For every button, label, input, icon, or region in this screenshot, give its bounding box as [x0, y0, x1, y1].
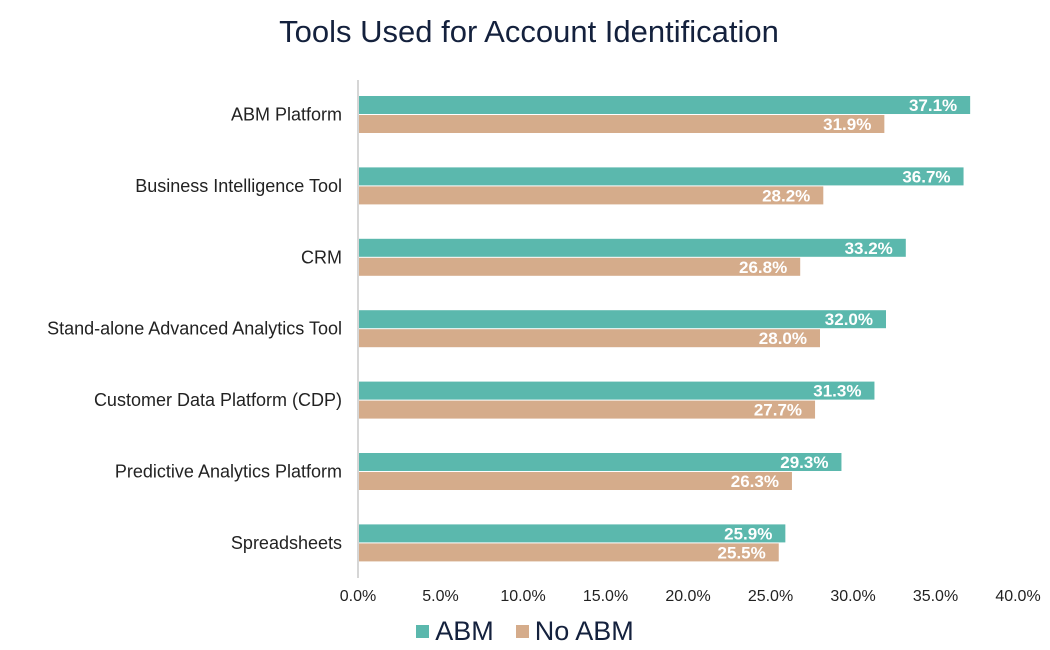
bar-abm [359, 96, 971, 114]
data-label: 29.3% [780, 453, 828, 472]
bar-no-abm [359, 472, 792, 490]
legend-label-no-abm: No ABM [534, 616, 634, 646]
category-label: Customer Data Platform (CDP) [94, 390, 342, 410]
data-label: 31.9% [823, 115, 871, 134]
data-label: 27.7% [754, 401, 802, 420]
bar-no-abm [359, 115, 885, 133]
category-label: Predictive Analytics Platform [115, 462, 342, 482]
data-label: 33.2% [845, 239, 893, 258]
data-label: 31.3% [813, 382, 861, 401]
x-tick-label: 35.0% [913, 588, 958, 605]
x-tick-label: 40.0% [995, 588, 1040, 605]
data-label: 36.7% [902, 167, 950, 186]
bar-no-abm [359, 400, 816, 419]
legend-item-no-abm: No ABM [515, 616, 634, 647]
bar-no-abm [359, 329, 820, 348]
x-tick-label: 0.0% [340, 588, 376, 605]
category-label: Business Intelligence Tool [135, 176, 342, 196]
x-tick-label: 15.0% [583, 588, 628, 605]
legend-item-abm: ABM [416, 616, 494, 647]
bar-abm [359, 453, 842, 471]
chart-title: Tools Used for Account Identification [279, 14, 779, 49]
category-label: Spreadsheets [231, 533, 342, 553]
bar-abm [359, 167, 964, 186]
data-label: 28.2% [762, 186, 810, 205]
bar-abm [359, 310, 886, 329]
data-label: 25.5% [718, 543, 766, 562]
x-tick-label: 30.0% [830, 588, 875, 605]
x-tick-label: 25.0% [748, 588, 793, 605]
data-label: 26.8% [739, 258, 787, 277]
data-label: 26.3% [731, 472, 779, 491]
bar-no-abm [359, 543, 779, 562]
legend: ABM No ABM [0, 616, 1050, 647]
bar-abm [359, 524, 786, 543]
category-label: Stand-alone Advanced Analytics Tool [47, 319, 342, 339]
x-tick-label: 5.0% [422, 588, 458, 605]
x-tick-label: 10.0% [500, 588, 545, 605]
data-label: 28.0% [759, 329, 807, 348]
legend-swatch-no-abm [515, 625, 529, 638]
category-label: ABM Platform [231, 105, 342, 125]
data-label: 32.0% [825, 310, 873, 329]
bar-no-abm [359, 257, 801, 276]
legend-label-abm: ABM [435, 616, 494, 646]
data-label: 37.1% [909, 96, 957, 115]
category-label: CRM [301, 247, 342, 267]
bar-abm [359, 381, 875, 400]
legend-swatch-abm [416, 625, 430, 638]
data-label: 25.9% [724, 524, 772, 543]
x-tick-label: 20.0% [665, 588, 710, 605]
bar-abm [359, 238, 906, 257]
bar-no-abm [359, 186, 824, 205]
